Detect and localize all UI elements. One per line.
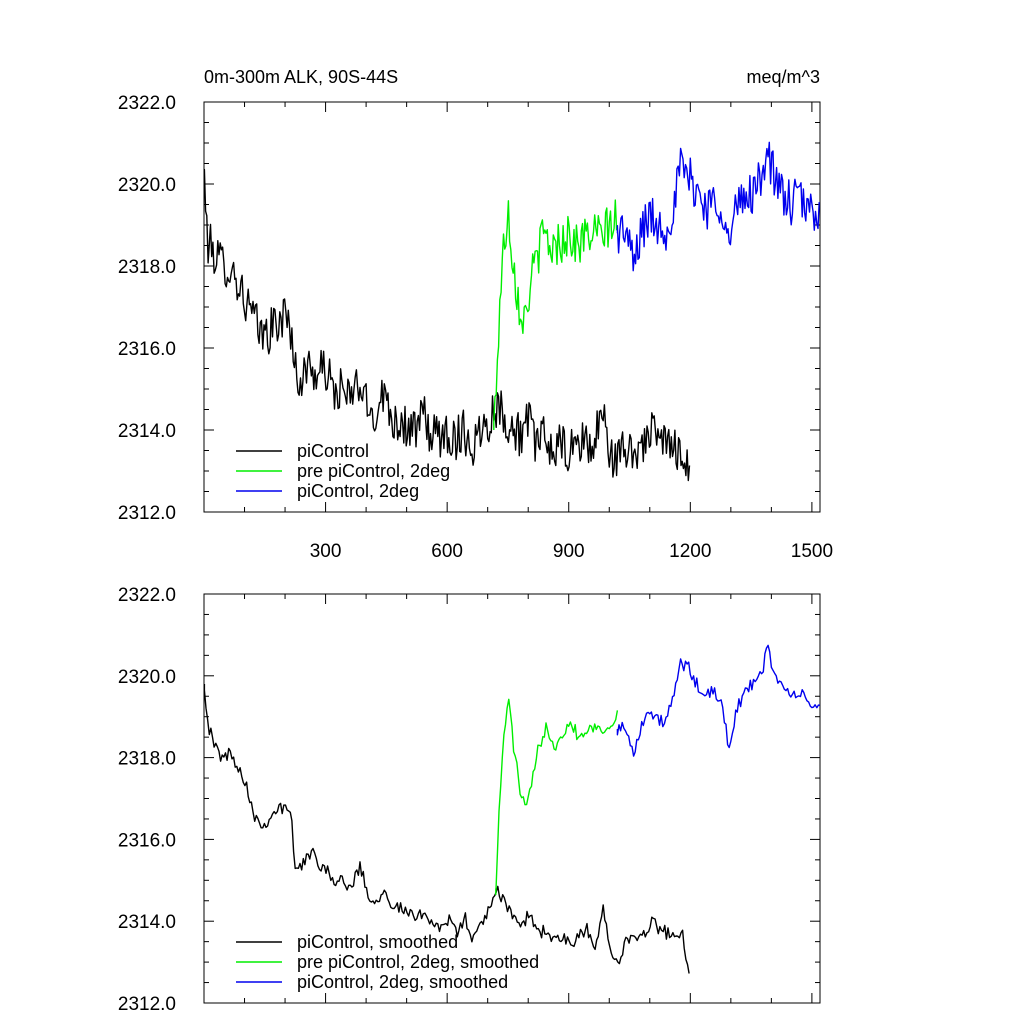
- x-tick-label: 300: [310, 541, 342, 562]
- x-tick-label: 600: [431, 541, 463, 562]
- y-tick-label: 2318.0: [118, 257, 176, 278]
- series-line-3: [616, 644, 821, 757]
- units-label: meq/m^3: [747, 67, 820, 87]
- y-tick-label: 2314.0: [118, 421, 176, 442]
- y-tick-label: 2312.0: [118, 503, 176, 524]
- legend-label: piControl, 2deg, smoothed: [297, 972, 508, 992]
- y-tick-label: 2316.0: [118, 339, 176, 360]
- y-tick-label: 2316.0: [118, 830, 176, 851]
- y-tick-label: 2318.0: [118, 749, 176, 770]
- legend-label: pre piControl, 2deg, smoothed: [297, 952, 539, 972]
- y-tick-label: 2320.0: [118, 175, 176, 196]
- top-panel: 2312.0 2314.0 2316.0 2318.0 2320.0 2322.0 300 6…: [118, 93, 833, 562]
- legend-label: pre piControl, 2deg: [297, 461, 450, 481]
- y-tick-label: 2320.0: [118, 667, 176, 688]
- series-line-2: [495, 698, 619, 896]
- y-tick-label: 2322.0: [118, 93, 176, 114]
- y-tick-label: 2314.0: [118, 912, 176, 933]
- x-tick-label: 1200: [669, 541, 711, 562]
- x-tick-label: 1500: [791, 541, 833, 562]
- series-line-2: [493, 199, 618, 430]
- chart-title: 0m-300m ALK, 90S-44S: [204, 67, 398, 87]
- series-line-3: [616, 141, 820, 272]
- legend-label: piControl, 2deg: [297, 481, 419, 501]
- y-tick-label: 2312.0: [118, 994, 176, 1015]
- series-line-1: [203, 684, 690, 974]
- bottom-panel: 2312.0 2314.0 2316.0 2318.0 2320.0 2322.0 piCo…: [118, 585, 821, 1015]
- x-tick-label: 900: [553, 541, 585, 562]
- legend-label: piControl, smoothed: [297, 932, 458, 952]
- y-tick-label: 2322.0: [118, 585, 176, 606]
- series-line-1: [203, 168, 691, 482]
- legend-label: piControl: [297, 441, 369, 461]
